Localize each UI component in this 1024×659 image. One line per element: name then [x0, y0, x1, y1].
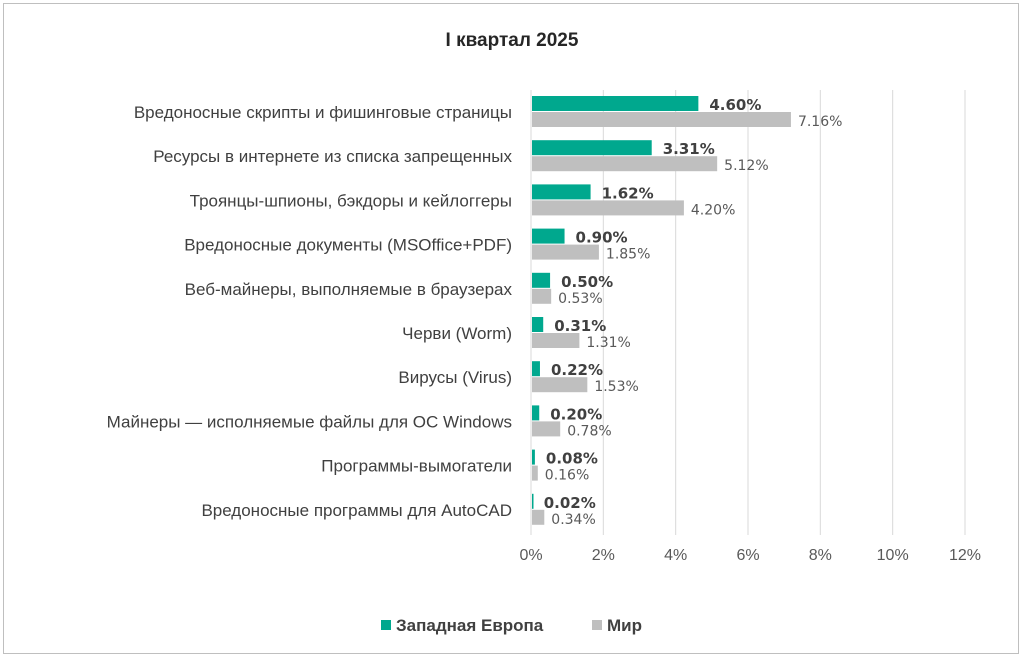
- data-label-world: 0.78%: [567, 423, 611, 439]
- data-label-world: 1.53%: [594, 379, 638, 395]
- bar-world: [532, 509, 545, 525]
- bar-world: [532, 333, 580, 348]
- bar-world: [532, 421, 561, 437]
- bar-western-europe: [532, 449, 535, 465]
- category-label: Черви (Worm): [402, 324, 512, 343]
- data-label-western-europe: 0.20%: [550, 405, 602, 423]
- data-label-western-europe: 3.31%: [663, 140, 715, 158]
- data-label-western-europe: 4.60%: [709, 96, 761, 114]
- data-label-western-europe: 1.62%: [602, 184, 654, 202]
- x-tick-label: 6%: [736, 547, 759, 564]
- bar-western-europe: [532, 140, 652, 156]
- data-label-western-europe: 0.90%: [576, 229, 628, 247]
- bar-western-europe: [532, 405, 540, 421]
- bar-world: [532, 244, 599, 260]
- bar-western-europe: [532, 493, 534, 509]
- bar-western-europe: [532, 317, 544, 332]
- data-label-world: 0.53%: [558, 291, 602, 307]
- data-label-western-europe: 0.22%: [551, 361, 603, 379]
- data-label-world: 1.85%: [606, 247, 650, 263]
- category-label: Вредоносные скрипты и фишинговые страниц…: [134, 103, 512, 122]
- legend-swatch-western-europe: [381, 620, 391, 630]
- bar-western-europe: [532, 361, 540, 377]
- data-label-world: 0.16%: [545, 468, 589, 484]
- x-tick-label: 10%: [877, 547, 909, 564]
- chart-frame: [3, 3, 1019, 654]
- bar-western-europe: [532, 272, 551, 288]
- bar-western-europe: [532, 96, 699, 111]
- category-label: Троянцы-шпионы, бэкдоры и кейлоггеры: [190, 191, 512, 210]
- bar-world: [532, 200, 684, 216]
- data-label-world: 0.34%: [551, 512, 595, 528]
- bar-world: [532, 465, 538, 481]
- bar-western-europe: [532, 228, 565, 244]
- x-tick-label: 2%: [592, 547, 615, 564]
- data-label-world: 4.20%: [691, 202, 735, 218]
- category-label: Программы-вымогатели: [321, 457, 512, 476]
- legend-label-western-europe: Западная Европа: [396, 616, 544, 635]
- legend: Западная Европа Мир: [381, 616, 642, 635]
- data-label-world: 1.31%: [586, 335, 630, 351]
- data-label-western-europe: 0.08%: [546, 450, 598, 468]
- legend-swatch-world: [592, 620, 602, 630]
- data-label-world: 7.16%: [798, 114, 842, 130]
- legend-label-world: Мир: [607, 616, 642, 635]
- bar-western-europe: [532, 184, 591, 200]
- bar-world: [532, 112, 791, 127]
- x-tick-label: 0%: [519, 547, 542, 564]
- chart-title: I квартал 2025: [446, 30, 579, 51]
- category-label: Ресурсы в интернете из списка запрещенны…: [153, 147, 512, 166]
- category-label: Вредоносные программы для AutoCAD: [201, 501, 512, 520]
- x-tick-label: 12%: [949, 547, 981, 564]
- data-label-world: 5.12%: [724, 158, 768, 174]
- bar-world: [532, 156, 718, 172]
- category-label: Вирусы (Virus): [398, 368, 512, 387]
- x-tick-label: 8%: [809, 547, 832, 564]
- bar-world: [532, 288, 552, 304]
- data-label-western-europe: 0.31%: [554, 317, 606, 335]
- category-label: Веб-майнеры, выполняемые в браузерах: [185, 280, 513, 299]
- category-label: Майнеры — исполняемые файлы для ОС Windo…: [107, 412, 512, 431]
- x-tick-label: 4%: [664, 547, 687, 564]
- bar-world: [532, 377, 588, 393]
- data-label-western-europe: 0.02%: [544, 494, 596, 512]
- data-label-western-europe: 0.50%: [561, 273, 613, 291]
- category-label: Вредоносные документы (MSOffice+PDF): [184, 236, 512, 255]
